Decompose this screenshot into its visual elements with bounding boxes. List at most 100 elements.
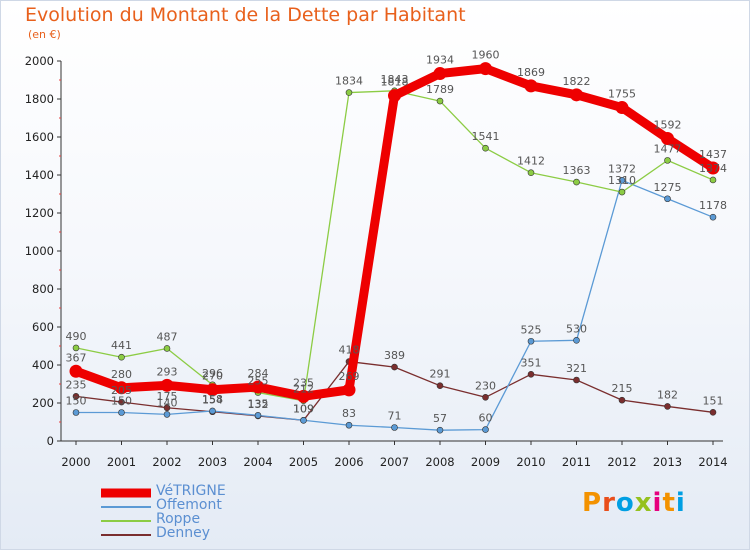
y-tick-label: 1600 [25,130,54,144]
data-label-offemont: 1178 [699,199,727,212]
data-point-offemont [664,195,671,203]
data-label-denney: 351 [521,356,542,369]
data-point-offemont [391,424,398,431]
data-point-denney [436,382,444,390]
series-lines [69,62,720,434]
legend-label-roppe: Roppe [156,511,201,527]
x-tick-label: 2003 [198,455,227,469]
y-tick-label: 400 [32,358,54,372]
data-point-vtrigne [479,62,492,76]
data-label-denney: 215 [612,382,633,395]
data-label-denney: 230 [475,379,496,392]
legend-label-denney: Denney [156,525,211,541]
data-point-roppe [163,345,171,352]
data-point-denney [163,404,171,412]
x-tick-label: 2005 [289,455,318,469]
data-point-roppe [482,144,489,152]
data-point-vtrigne [570,88,583,102]
data-label-denney: 132 [248,398,269,411]
data-label-roppe: 1541 [472,130,500,143]
data-label-vtrigne: 367 [66,351,87,364]
data-label-vtrigne: 1869 [517,66,545,79]
data-label-roppe: 296 [202,367,223,380]
data-label-vtrigne: 270 [202,370,223,383]
x-tick-label: 2001 [107,455,136,469]
data-label-offemont: 1275 [654,181,682,194]
data-label-offemont: 60 [479,412,493,425]
data-point-vtrigne [661,132,674,146]
data-point-denney [482,393,489,401]
data-point-vtrigne [160,378,174,392]
data-label-vtrigne: 269 [339,370,360,383]
data-label-denney: 291 [430,368,451,381]
logo-letter: x [634,488,653,518]
data-label-denney: 154 [202,394,223,407]
x-tick-label: 2011 [562,455,591,469]
data-label-denney: 235 [66,378,87,391]
data-point-offemont [573,336,580,344]
x-tick-label: 2010 [516,455,545,469]
data-label-denney: 389 [384,349,405,362]
data-point-denney [118,398,125,406]
data-labels: 235 205 175 154 132 109 418 389 291 230 351 321 215 1… [66,49,728,426]
y-tick-label: 1400 [25,168,54,182]
legend-label-offemont: Offemont [156,497,222,513]
legend-label-vetrigne: VéTRIGNE [156,483,226,499]
data-point-offemont [118,409,125,416]
data-label-offemont: 525 [521,323,542,336]
data-label-vtrigne: 293 [157,365,178,378]
data-point-vtrigne [251,380,265,394]
data-point-denney [709,409,717,416]
logo-letter: i [675,488,686,518]
axes: 0 200 400 600 800 1000 1200 1400 1600 1800 2000 200… [25,54,728,469]
y-tick-label: 600 [32,320,54,334]
data-point-vtrigne [388,89,401,103]
data-point-roppe [527,169,535,177]
data-label-offemont: 530 [566,322,587,335]
data-point-offemont [527,337,535,345]
data-label-offemont: 150 [66,395,87,408]
logo-letter: P [582,488,603,518]
data-label-roppe: 212 [293,383,314,396]
data-point-denney [573,376,580,384]
data-point-denney [72,393,80,400]
series-line-vtrigne [71,64,718,401]
data-point-roppe [664,157,671,164]
y-tick-label: 1000 [25,244,54,258]
data-label-roppe: 1310 [608,174,636,187]
data-label-offemont: 1372 [608,162,636,175]
data-point-roppe [618,188,626,196]
data-point-vtrigne [524,79,538,93]
y-tick-label: 0 [47,434,54,448]
legend-swatch-denney [101,534,151,536]
data-label-roppe: 490 [66,330,87,343]
data-label-offemont: 109 [293,402,314,415]
data-point-vtrigne [342,383,356,397]
data-point-denney [618,396,626,404]
data-point-roppe [118,353,125,361]
legend-swatch-offemont [101,506,151,508]
y-tick-label: 1800 [25,92,54,106]
data-point-vtrigne [206,383,219,397]
data-label-denney: 151 [703,394,724,407]
data-label-vtrigne: 1755 [608,88,636,101]
data-point-roppe [72,344,80,352]
proxiti-logo: Proxiti [582,488,686,518]
y-tick-label: 1200 [25,206,54,220]
chart-title: Evolution du Montant de la Dette par Hab… [25,4,466,26]
x-tick-label: 2009 [471,455,500,469]
data-label-roppe: 1477 [654,142,682,155]
data-label-vtrigne: 1960 [472,49,500,62]
data-label-roppe: 1834 [335,75,363,88]
data-label-denney: 418 [339,344,360,357]
data-point-roppe [709,176,717,184]
data-label-vtrigne: 280 [111,368,132,381]
x-tick-label: 2004 [243,455,272,469]
data-point-vtrigne [615,101,629,115]
data-label-roppe: 255 [248,375,269,388]
x-tick-label: 2012 [607,455,636,469]
y-tick-label: 200 [32,396,54,410]
data-label-roppe: 1374 [699,162,727,175]
